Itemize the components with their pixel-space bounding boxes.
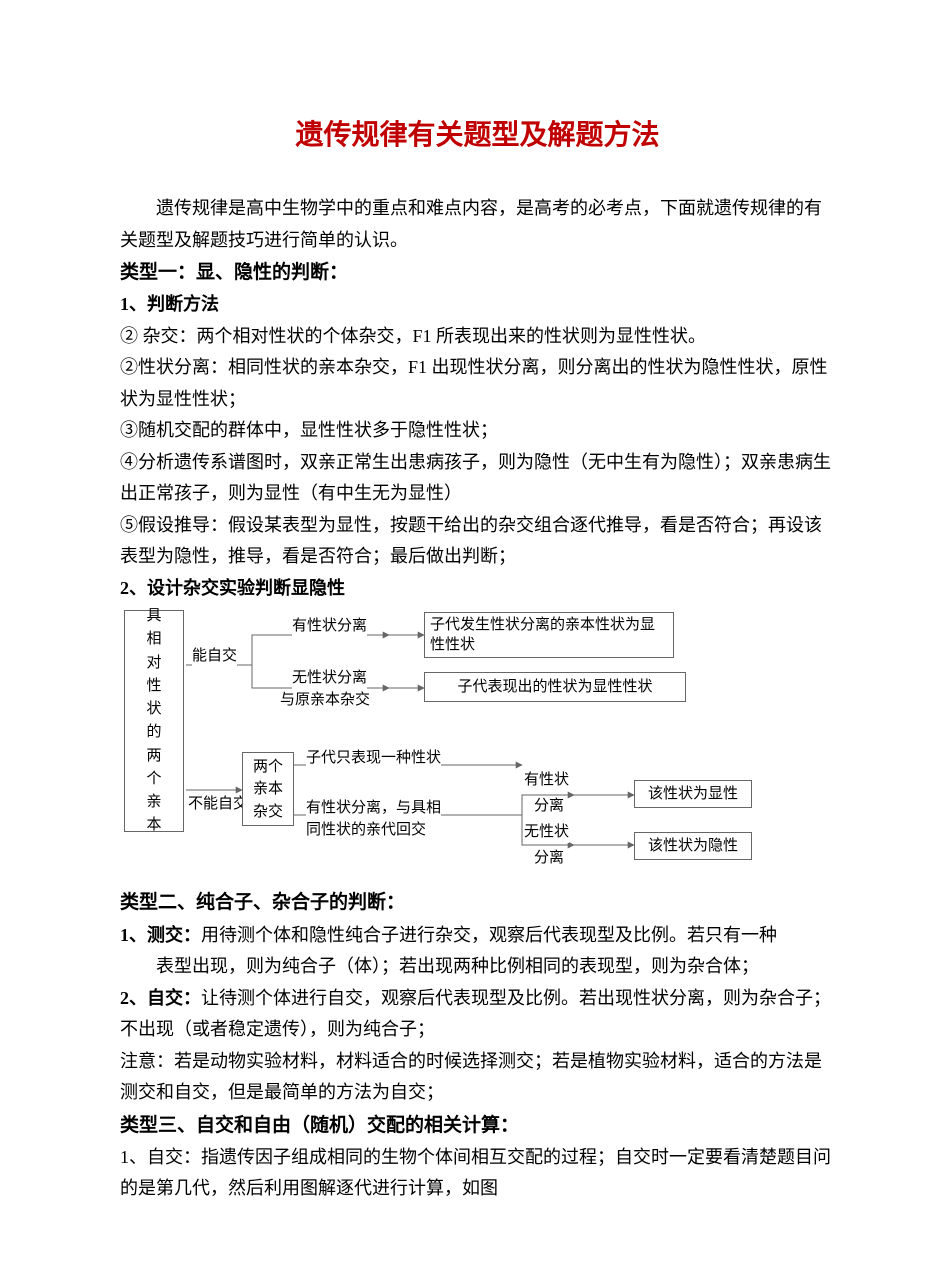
flowchart-root-text: 具相对性状的两个亲本: [147, 605, 162, 838]
flowchart-result-box: 该性状为显性: [634, 780, 752, 808]
type2-note: 注意：若是动物实验材料，材料适合的时候选择测交；若是植物实验材料，适合的方法是测…: [120, 1046, 835, 1109]
flowchart-label: 与原亲本杂交: [280, 690, 370, 710]
flowchart-result-box: 子代发生性状分离的亲本性状为显性性状: [424, 612, 674, 658]
flowchart-midbox-text: 两个亲本杂交: [253, 756, 283, 824]
type3-item: 1、自交：指遗传因子组成相同的生物个体间相互交配的过程；自交时一定要看清楚题目问…: [120, 1142, 835, 1205]
flowchart-label: 有性状: [524, 770, 569, 790]
type1-item: ④分析遗传系谱图时，双亲正常生出患病孩子，则为隐性（无中生有为隐性）；双亲患病生…: [120, 447, 835, 510]
flowchart-label: 同性状的亲代回交: [306, 820, 426, 840]
type1-method2-head: 2、设计杂交实验判断显隐性: [120, 573, 835, 605]
type2-heading: 类型二、纯合子、杂合子的判断：: [120, 886, 835, 919]
type2-item-text: 让待测个体进行自交，观察后代表现型及比例。若出现性状分离，则为杂合子；不出现（或…: [120, 988, 831, 1040]
flowchart-result-box: 该性状为隐性: [634, 832, 752, 860]
flowchart-label: 无性状: [524, 822, 569, 842]
flowchart-label: 分离: [534, 796, 564, 816]
intro-paragraph: 遗传规律是高中生物学中的重点和难点内容，是高考的必考点，下面就遗传规律的有关题型…: [120, 193, 835, 256]
type1-item: ⑤假设推导：假设某表型为显性，按题干给出的杂交组合逐代推导，看是否符合；再设该表…: [120, 510, 835, 573]
flowchart-label: 有性状分离，与具相: [306, 798, 441, 818]
type2-item: 1、测交：用待测个体和隐性纯合子进行杂交，观察后代表现型及比例。若只有一种 表型…: [120, 920, 835, 983]
flowchart-diagram: 具相对性状的两个亲本 能自交 不能自交 有性状分离 无性状分离 与原亲本杂交 子…: [124, 610, 824, 880]
flowchart-label: 不能自交: [188, 794, 248, 814]
flowchart-root-box: 具相对性状的两个亲本: [124, 610, 184, 832]
type1-item: ②性状分离：相同性状的亲本杂交，F1 出现性状分离，则分离出的性状为隐性性状，原…: [120, 352, 835, 415]
type1-item: ③随机交配的群体中，显性性状多于隐性性状；: [120, 415, 835, 447]
document-title: 遗传规律有关题型及解题方法: [120, 110, 835, 159]
flowchart-label: 有性状分离: [292, 616, 367, 636]
type2-item-text: 用待测个体和隐性纯合子进行杂交，观察后代表现型及比例。若只有一种: [201, 925, 777, 945]
type1-heading: 类型一：显、隐性的判断：: [120, 256, 835, 289]
flowchart-result-box: 子代表现出的性状为显性性状: [424, 672, 686, 702]
flowchart-label: 子代只表现一种性状: [306, 748, 441, 768]
type2-item: 2、自交：让待测个体进行自交，观察后代表现型及比例。若出现性状分离，则为杂合子；…: [120, 983, 835, 1046]
type1-item: ② 杂交：两个相对性状的个体杂交，F1 所表现出来的性状则为显性性状。: [120, 321, 835, 353]
document-page: 遗传规律有关题型及解题方法 遗传规律是高中生物学中的重点和难点内容，是高考的必考…: [0, 0, 945, 1276]
type2-item-cont: 表型出现，则为纯合子（体）；若出现两种比例相同的表现型，则为杂合体；: [120, 951, 835, 983]
type3-heading: 类型三、自交和自由（随机）交配的相关计算：: [120, 1109, 835, 1142]
flowchart-midbox: 两个亲本杂交: [242, 752, 294, 826]
flowchart-label: 分离: [534, 848, 564, 868]
type1-method1-head: 1、判断方法: [120, 289, 835, 321]
flowchart-label: 无性状分离: [292, 668, 367, 688]
flowchart-label: 能自交: [192, 646, 237, 666]
